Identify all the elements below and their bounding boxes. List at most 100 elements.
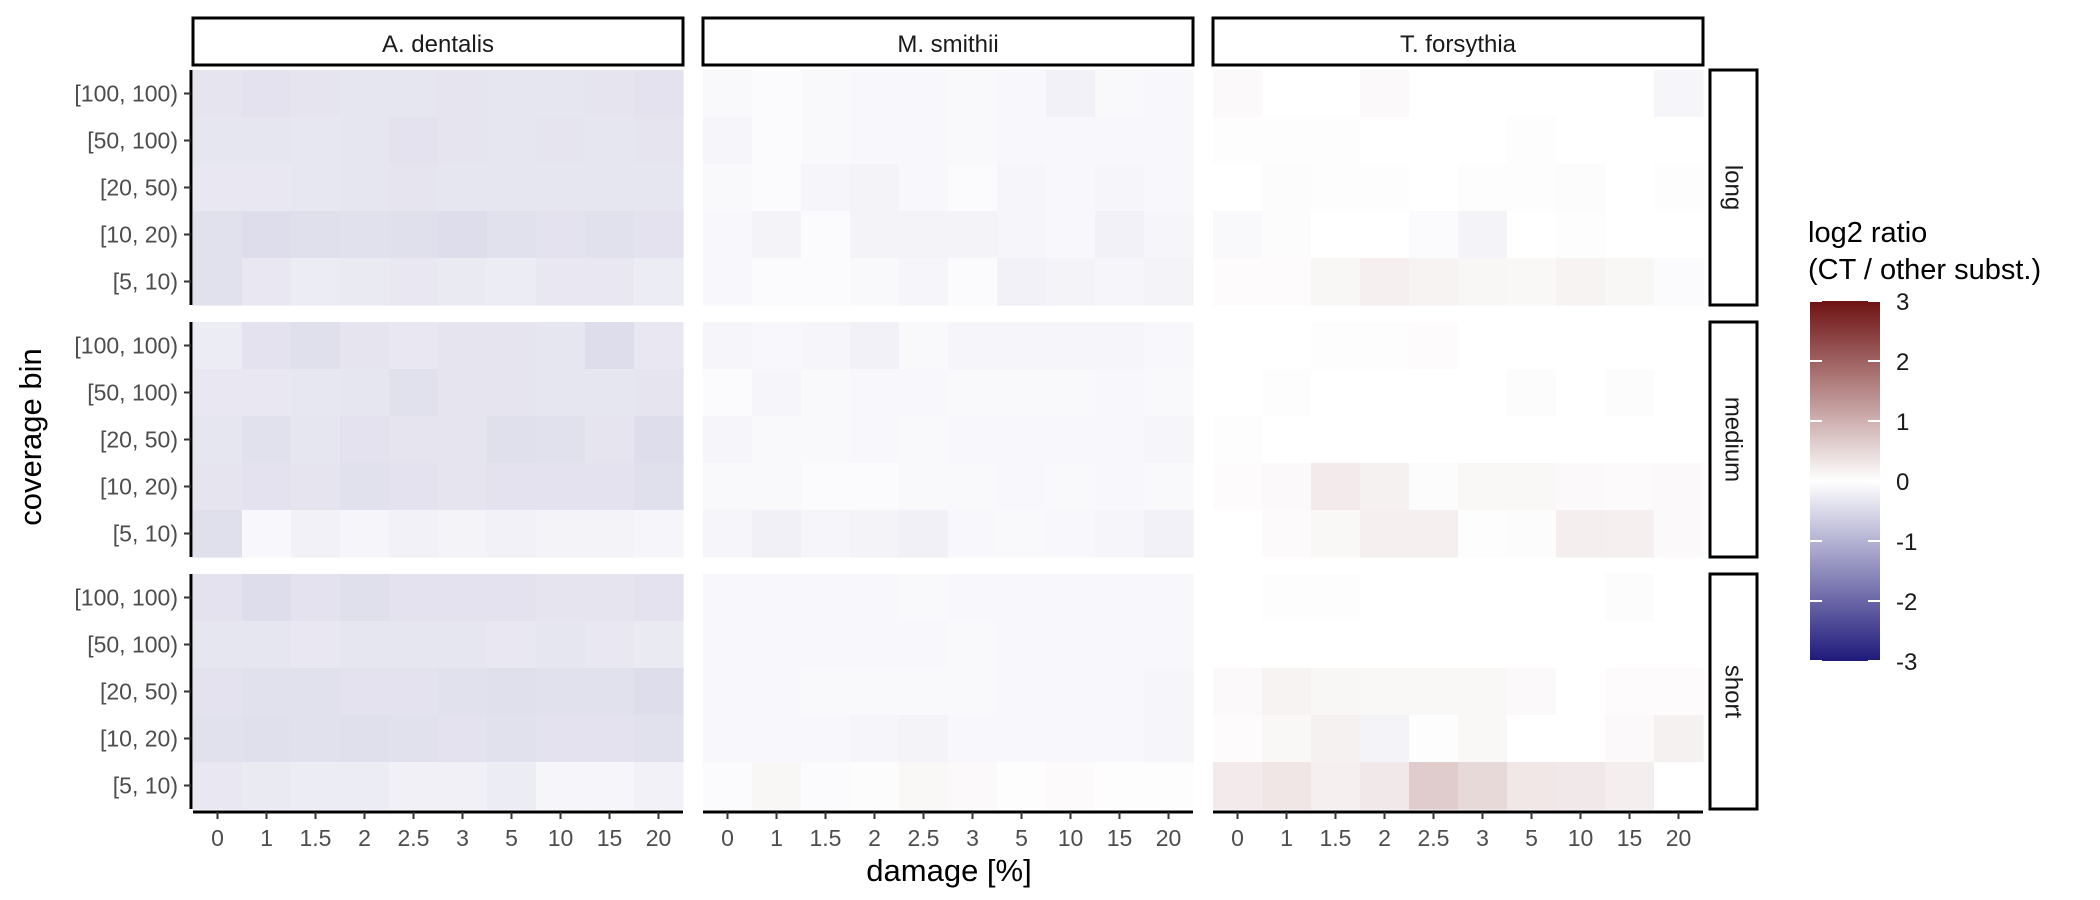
heatmap-cell [1213, 70, 1263, 118]
heatmap-cell [1144, 621, 1194, 669]
heatmap-cell [1605, 164, 1655, 212]
heatmap-cell [438, 211, 488, 259]
heatmap-cell [1654, 211, 1704, 259]
facet-strip-label: short [1720, 665, 1747, 719]
heatmap-cell [1654, 258, 1704, 306]
heatmap-cell [1360, 416, 1410, 464]
heatmap-cell [1605, 621, 1655, 669]
legend-title-line2: (CT / other subst.) [1808, 254, 2041, 286]
heatmap-cell [1458, 117, 1508, 165]
heatmap-cell [1262, 258, 1312, 306]
heatmap-cell [193, 510, 243, 558]
heatmap-cell [1409, 668, 1459, 716]
heatmap-cell [1654, 416, 1704, 464]
heatmap-cell [1213, 117, 1263, 165]
heatmap-cell [1605, 322, 1655, 370]
heatmap-cell [438, 463, 488, 511]
axes: [100, 100) [50, 100) [20, 50) [10, 20) [5, 1… [74, 70, 1703, 851]
heatmap-cell [585, 211, 635, 259]
x-tick-label: 2 [868, 825, 881, 851]
heatmap-cell [1556, 369, 1606, 417]
heatmap-cell [1144, 117, 1194, 165]
heatmap-cell [1095, 211, 1145, 259]
x-tick-label: 5 [1525, 825, 1538, 851]
heatmap-cell [487, 574, 537, 622]
heatmap-cell [389, 416, 439, 464]
heatmap-cell [585, 322, 635, 370]
heatmap-cell [899, 258, 949, 306]
heatmap-cell [850, 258, 900, 306]
legend-tick-label: -1 [1896, 529, 1917, 556]
heatmap-cell [703, 715, 753, 763]
heatmap-cell [291, 715, 341, 763]
heatmap-cell [703, 164, 753, 212]
heatmap-cell [1213, 621, 1263, 669]
y-tick-label: [100, 100) [74, 81, 178, 107]
heatmap-cell [1144, 510, 1194, 558]
panel-adentalis-medium [193, 322, 684, 558]
heatmap-cell [948, 70, 998, 118]
heatmap-cell [340, 117, 390, 165]
heatmap-cell [948, 117, 998, 165]
heatmap-cell [1311, 117, 1361, 165]
facet-strip-label: T. forsythia [1400, 31, 1517, 58]
heatmap-cell [801, 258, 851, 306]
heatmap-cell [242, 416, 292, 464]
heatmap-cell [850, 574, 900, 622]
heatmap-cell [948, 164, 998, 212]
heatmap-cell [291, 762, 341, 810]
x-tick-label: 3 [1476, 825, 1489, 851]
heatmap-cell [801, 463, 851, 511]
heatmap-cell [752, 668, 802, 716]
heatmap-cell [291, 510, 341, 558]
heatmap-cell [291, 369, 341, 417]
heatmap-cell [752, 574, 802, 622]
heatmap-cell [752, 463, 802, 511]
heatmap-cell [1095, 668, 1145, 716]
heatmap-cell [850, 510, 900, 558]
heatmap-cell [389, 762, 439, 810]
heatmap-cell [1507, 117, 1557, 165]
heatmap-cell [438, 715, 488, 763]
heatmap-cell [536, 715, 586, 763]
heatmap-cell [634, 211, 684, 259]
heatmap-cell [1213, 668, 1263, 716]
legend-ticks: 3 2 1 0 -1 -2 -3 [1810, 289, 1917, 676]
heatmap-cell [1095, 322, 1145, 370]
heatmap-cell [634, 463, 684, 511]
heatmap-cell [1360, 574, 1410, 622]
heatmap-cell [536, 463, 586, 511]
heatmap-cell [1311, 211, 1361, 259]
heatmap-cell [801, 117, 851, 165]
x-tick-label: 10 [1058, 825, 1084, 851]
heatmap-cell [850, 211, 900, 259]
heatmap-cell [438, 258, 488, 306]
heatmap-cell [1262, 762, 1312, 810]
heatmap-cell [1556, 70, 1606, 118]
heatmap-cell [801, 762, 851, 810]
heatmap-cell [1095, 164, 1145, 212]
heatmap-cell [850, 715, 900, 763]
heatmap-cell [438, 574, 488, 622]
heatmap-cell [242, 715, 292, 763]
heatmap-cell [438, 668, 488, 716]
facet-strip-label: M. smithii [897, 31, 998, 58]
heatmap-cell [1095, 510, 1145, 558]
heatmap-cell [1360, 164, 1410, 212]
heatmap-cell [1360, 463, 1410, 511]
heatmap-cell [536, 416, 586, 464]
heatmap-cell [389, 715, 439, 763]
heatmap-cell [1144, 715, 1194, 763]
heatmap-cell [291, 164, 341, 212]
heatmap-cell [801, 211, 851, 259]
heatmap-cell [1262, 211, 1312, 259]
heatmap-cell [340, 322, 390, 370]
heatmap-cell [487, 164, 537, 212]
row-facet-strips: long medium short [1708, 68, 1759, 811]
heatmap-cell [1654, 762, 1704, 810]
heatmap-cell [1507, 70, 1557, 118]
heatmap-cell [1458, 164, 1508, 212]
heatmap-cell [899, 211, 949, 259]
heatmap-cell [752, 510, 802, 558]
heatmap-cell [801, 322, 851, 370]
